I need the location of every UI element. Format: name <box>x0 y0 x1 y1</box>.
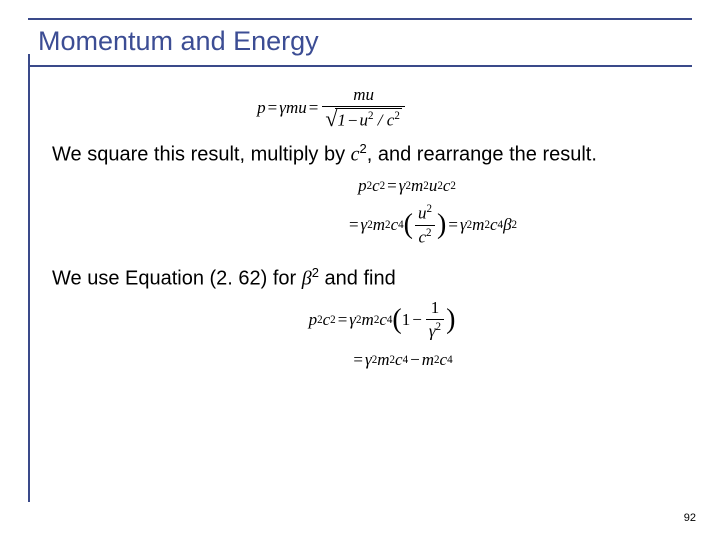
eq1-minus: − <box>348 111 358 130</box>
eq3-eq1: = <box>349 215 359 235</box>
paragraph-1: We square this result, multiply by c2, a… <box>52 141 692 168</box>
para1-a: We square this result, multiply by <box>52 144 351 166</box>
para1-b: , and rearrange the result. <box>367 144 597 166</box>
lparen2-icon: ( <box>392 306 401 334</box>
eq3-c1: c <box>391 215 399 235</box>
equation-4: p2c2 = γ2m2c4 ( 1− 1 γ2 ) <box>72 298 692 342</box>
vertical-rule <box>28 54 30 502</box>
eq4-frac: 1 γ2 <box>426 298 444 342</box>
rparen-icon: ) <box>437 211 446 239</box>
eq4-c1: c <box>323 310 331 330</box>
eq2-p: p <box>358 176 367 196</box>
title-bar: Momentum and Energy <box>28 18 692 67</box>
eq4-m: m <box>362 310 374 330</box>
page-number: 92 <box>684 512 696 524</box>
eq1-one: 1 <box>337 111 346 130</box>
slide-content: p = γ mu = mu √ 1−u2 / c2 <box>52 85 692 371</box>
eq1-gamma: γ <box>279 98 286 118</box>
eq3-eq2: = <box>448 215 458 235</box>
eq1-slash: / <box>378 111 383 130</box>
para2-b: and find <box>319 268 396 290</box>
equation-1: p = γ mu = mu √ 1−u2 / c2 <box>0 85 692 131</box>
paragraph-2: We use Equation (2. 62) for β2 and find <box>52 265 692 292</box>
eq4-gden: γ <box>429 322 436 341</box>
page-title: Momentum and Energy <box>38 26 692 57</box>
eq2-u: u <box>429 176 438 196</box>
eq4-eq: = <box>338 310 348 330</box>
eq1-sqrt: √ 1−u2 / c2 <box>325 108 402 131</box>
eq2-c2: c <box>443 176 451 196</box>
eq1-mu: mu <box>286 98 307 118</box>
eq3-g2: γ <box>460 215 467 235</box>
eq3-beta: β <box>503 215 511 235</box>
eq3-g1: γ <box>361 215 368 235</box>
para2-beta: β <box>302 268 312 290</box>
eq4-minus: − <box>412 310 422 330</box>
equation-5: = γ2m2c4 − m2c4 <box>112 348 692 371</box>
eq3-cden: c <box>418 227 426 246</box>
eq2-m: m <box>411 176 423 196</box>
eq4-p: p <box>309 310 318 330</box>
eq5-eq: = <box>353 350 363 370</box>
eq5-g: γ <box>365 350 372 370</box>
eq2-g: γ <box>399 176 406 196</box>
eq5-c2: c <box>440 350 448 370</box>
eq4-one: 1 <box>402 310 411 330</box>
eq5-minus: − <box>410 350 420 370</box>
eq1-eq1: = <box>268 98 278 118</box>
eq3-frac: u2 c2 <box>415 203 435 247</box>
eq3-m1: m <box>373 215 385 235</box>
eq1-eq2: = <box>309 98 319 118</box>
para2-a: We use Equation (2. 62) for <box>52 268 302 290</box>
para2-beta-sup: 2 <box>312 265 319 280</box>
eq3-c2: c <box>490 215 498 235</box>
para1-c: c <box>351 144 360 166</box>
eq1-p: p <box>257 98 266 118</box>
eq1-u: u <box>360 111 369 130</box>
eq3-m2: m <box>472 215 484 235</box>
eq5-c1: c <box>395 350 403 370</box>
eq5-m2: m <box>422 350 434 370</box>
equation-3: = γ2m2c4 ( u2 c2 ) = γ2m2c4β2 <box>172 203 692 247</box>
rparen2-icon: ) <box>446 306 455 334</box>
eq5-m1: m <box>377 350 389 370</box>
para1-c-sup: 2 <box>360 141 367 156</box>
lparen-icon: ( <box>404 211 413 239</box>
eq1-num: mu <box>350 85 377 106</box>
equation-2: p2c2 = γ2m2u2c2 <box>122 174 692 197</box>
eq1-frac: mu √ 1−u2 / c2 <box>322 85 405 131</box>
eq4-num1: 1 <box>428 298 443 319</box>
eq2-c1: c <box>372 176 380 196</box>
eq4-c: c <box>379 310 387 330</box>
eq4-g: γ <box>349 310 356 330</box>
eq2-eq: = <box>387 176 397 196</box>
